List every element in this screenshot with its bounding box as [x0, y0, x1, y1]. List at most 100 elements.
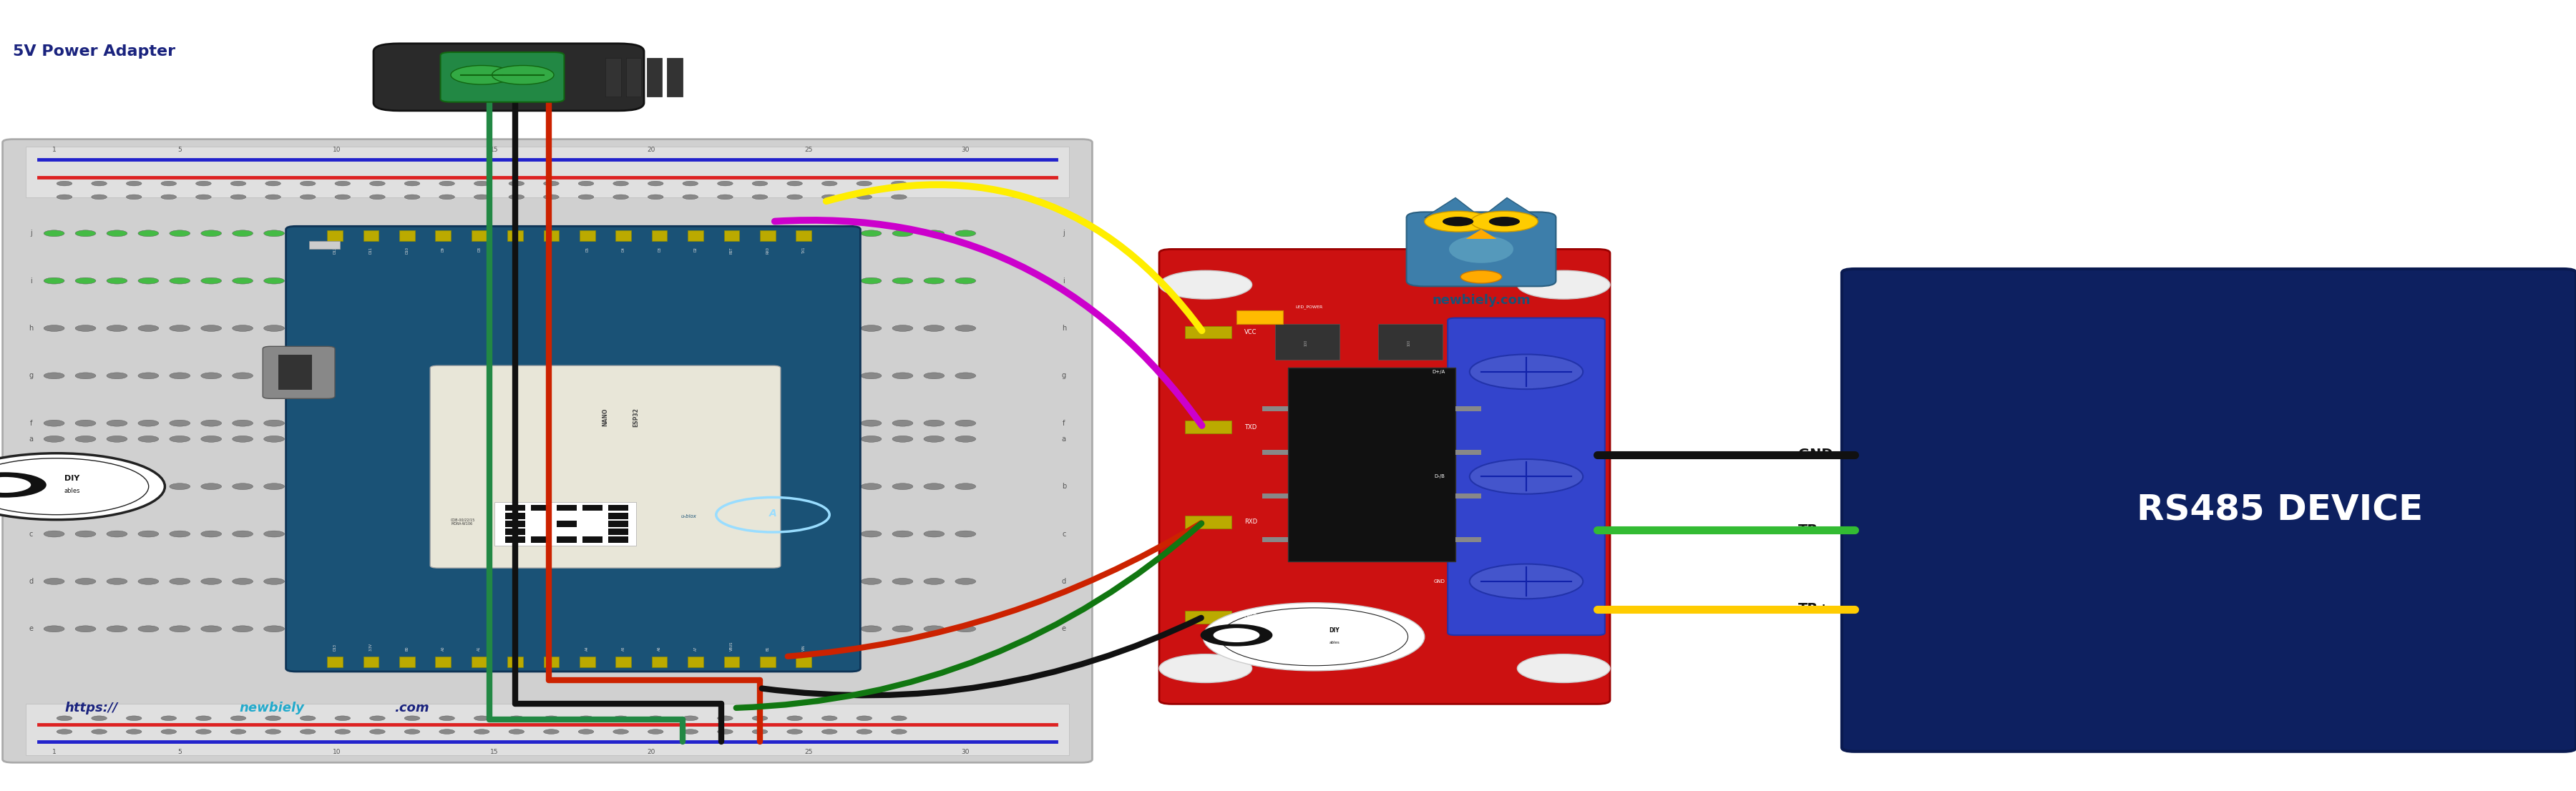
Text: 15: 15 [489, 146, 497, 153]
Circle shape [335, 181, 350, 186]
Circle shape [768, 420, 788, 426]
Circle shape [44, 626, 64, 632]
Text: c: c [28, 530, 33, 538]
Circle shape [196, 181, 211, 186]
Circle shape [734, 436, 755, 442]
Circle shape [515, 230, 536, 237]
Circle shape [75, 230, 95, 237]
Circle shape [703, 531, 724, 537]
Circle shape [956, 278, 976, 284]
Circle shape [106, 483, 126, 490]
Circle shape [752, 195, 768, 199]
Circle shape [232, 195, 247, 199]
Circle shape [327, 373, 348, 379]
Text: TX1: TX1 [801, 247, 806, 254]
Circle shape [577, 436, 598, 442]
Circle shape [611, 483, 631, 490]
Circle shape [106, 373, 126, 379]
Circle shape [956, 531, 976, 537]
Circle shape [453, 531, 474, 537]
Circle shape [232, 436, 252, 442]
Circle shape [170, 230, 191, 237]
Bar [688, 657, 703, 668]
Circle shape [956, 436, 976, 442]
Circle shape [649, 181, 665, 186]
Circle shape [649, 729, 665, 734]
Circle shape [358, 626, 379, 632]
Circle shape [389, 278, 410, 284]
Circle shape [75, 325, 95, 331]
Circle shape [829, 230, 850, 237]
Text: .com: .com [394, 702, 430, 714]
Circle shape [515, 436, 536, 442]
Circle shape [265, 195, 281, 199]
Circle shape [0, 453, 165, 520]
Circle shape [752, 716, 768, 721]
Circle shape [716, 716, 734, 721]
Text: h: h [1061, 324, 1066, 332]
Bar [363, 657, 379, 668]
Bar [471, 657, 487, 668]
Circle shape [484, 230, 505, 237]
Text: 5: 5 [178, 146, 183, 153]
Circle shape [891, 195, 907, 199]
Circle shape [546, 626, 567, 632]
Circle shape [734, 230, 755, 237]
Text: B1: B1 [765, 646, 770, 651]
Text: d: d [28, 577, 33, 585]
Circle shape [232, 181, 247, 186]
Circle shape [829, 531, 850, 537]
Text: D-/B: D-/B [1435, 475, 1445, 479]
Bar [363, 230, 379, 241]
Bar [1185, 516, 1231, 528]
Bar [1185, 611, 1231, 623]
Circle shape [611, 373, 631, 379]
Circle shape [420, 626, 440, 632]
Circle shape [515, 325, 536, 331]
Circle shape [201, 325, 222, 331]
Text: a: a [28, 435, 33, 443]
Circle shape [75, 436, 95, 442]
Circle shape [891, 278, 912, 284]
Circle shape [201, 578, 222, 585]
Circle shape [672, 420, 693, 426]
Circle shape [577, 181, 592, 186]
Circle shape [799, 325, 819, 331]
Text: RS485 DEVICE: RS485 DEVICE [2136, 493, 2424, 528]
Circle shape [829, 420, 850, 426]
Bar [626, 58, 641, 97]
Polygon shape [1466, 229, 1497, 239]
Circle shape [201, 278, 222, 284]
Circle shape [611, 230, 631, 237]
Circle shape [703, 436, 724, 442]
Circle shape [641, 436, 662, 442]
Circle shape [263, 436, 283, 442]
Circle shape [453, 373, 474, 379]
Circle shape [201, 483, 222, 490]
Text: g: g [1061, 372, 1066, 380]
Circle shape [891, 325, 912, 331]
Circle shape [484, 278, 505, 284]
Circle shape [546, 578, 567, 585]
Circle shape [296, 483, 317, 490]
FancyBboxPatch shape [1448, 318, 1605, 635]
Circle shape [822, 195, 837, 199]
Text: a: a [1061, 435, 1066, 443]
Text: D12: D12 [332, 247, 337, 254]
Circle shape [327, 230, 348, 237]
Text: D+/A: D+/A [1432, 369, 1445, 374]
Text: D6: D6 [549, 247, 554, 252]
Text: 25: 25 [804, 146, 811, 153]
Circle shape [829, 373, 850, 379]
Bar [1275, 324, 1340, 360]
Circle shape [265, 181, 281, 186]
FancyBboxPatch shape [1842, 269, 2576, 751]
Circle shape [474, 729, 489, 734]
Circle shape [371, 195, 386, 199]
Circle shape [734, 420, 755, 426]
Circle shape [956, 325, 976, 331]
Text: D7: D7 [513, 247, 518, 252]
Circle shape [716, 729, 734, 734]
Circle shape [0, 477, 31, 493]
Text: DIY: DIY [1329, 627, 1340, 634]
